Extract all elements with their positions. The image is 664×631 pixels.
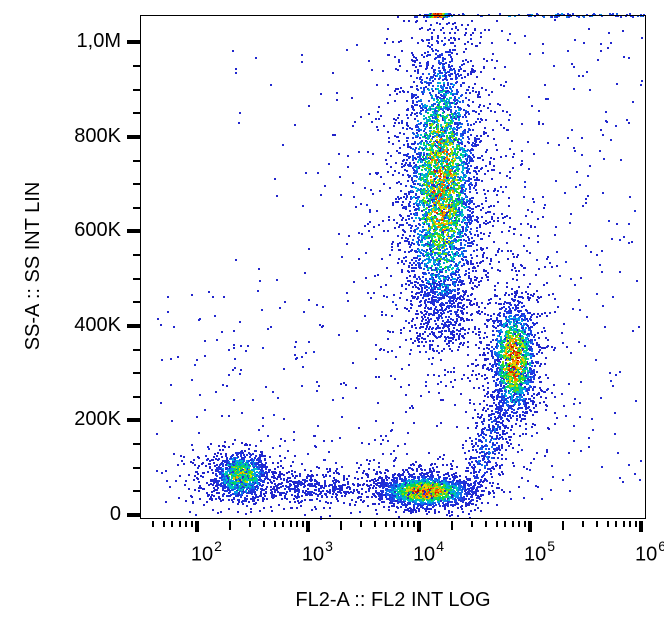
scatter-canvas	[0, 0, 664, 631]
